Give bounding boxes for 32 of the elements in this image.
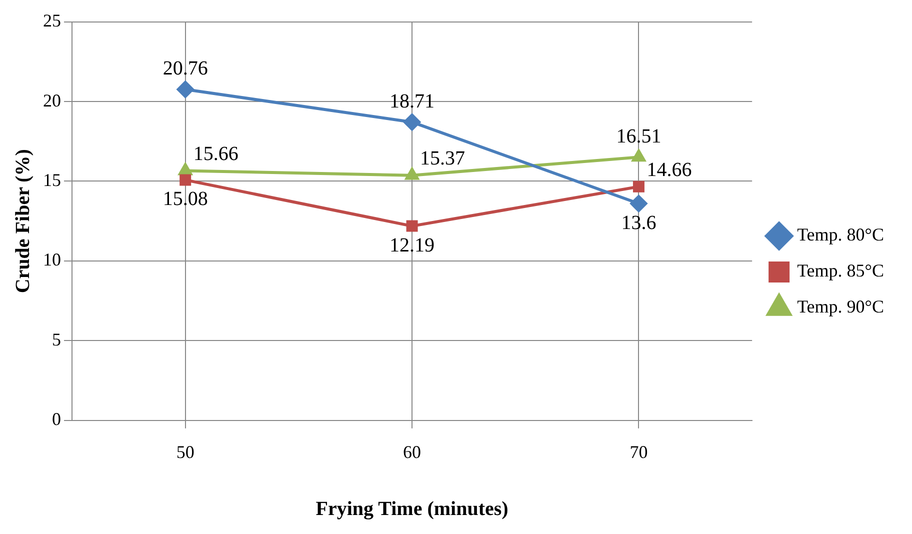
data-label: 15.08	[162, 188, 208, 210]
y-tick-label: 0	[52, 409, 61, 430]
legend-label: Temp. 85°C	[797, 260, 884, 281]
point	[630, 195, 648, 212]
x-tick-label: 50	[176, 442, 194, 462]
legend-label: Temp. 80°C	[797, 224, 884, 245]
y-tick-label: 25	[43, 10, 61, 31]
data-label: 13.6	[621, 212, 656, 234]
y-tick-label: 20	[43, 90, 61, 110]
legend-label: Temp. 90°C	[797, 296, 884, 317]
data-label: 15.37	[420, 148, 466, 170]
data-label: 14.66	[646, 158, 692, 181]
point	[180, 174, 192, 186]
point	[405, 168, 419, 180]
point	[406, 220, 418, 232]
x-axis-title: Frying Time (minutes)	[316, 498, 508, 520]
y-axis-title: Crude Fiber (%)	[12, 149, 34, 294]
point	[176, 80, 194, 98]
point	[632, 150, 646, 162]
point	[632, 180, 644, 192]
y-tick-label: 15	[43, 170, 61, 190]
data-label: 20.76	[162, 58, 208, 80]
data-label: 15.66	[193, 142, 238, 165]
x-tick-label: 70	[630, 442, 648, 462]
x-tick-label: 60	[403, 442, 422, 462]
point	[404, 114, 421, 131]
y-tick-label: 5	[52, 329, 61, 350]
data-label: 18.71	[390, 90, 435, 112]
data-label: 12.19	[390, 234, 435, 256]
data-label: 16.51	[616, 125, 662, 148]
y-tick-label: 10	[43, 250, 61, 270]
point	[178, 163, 192, 176]
